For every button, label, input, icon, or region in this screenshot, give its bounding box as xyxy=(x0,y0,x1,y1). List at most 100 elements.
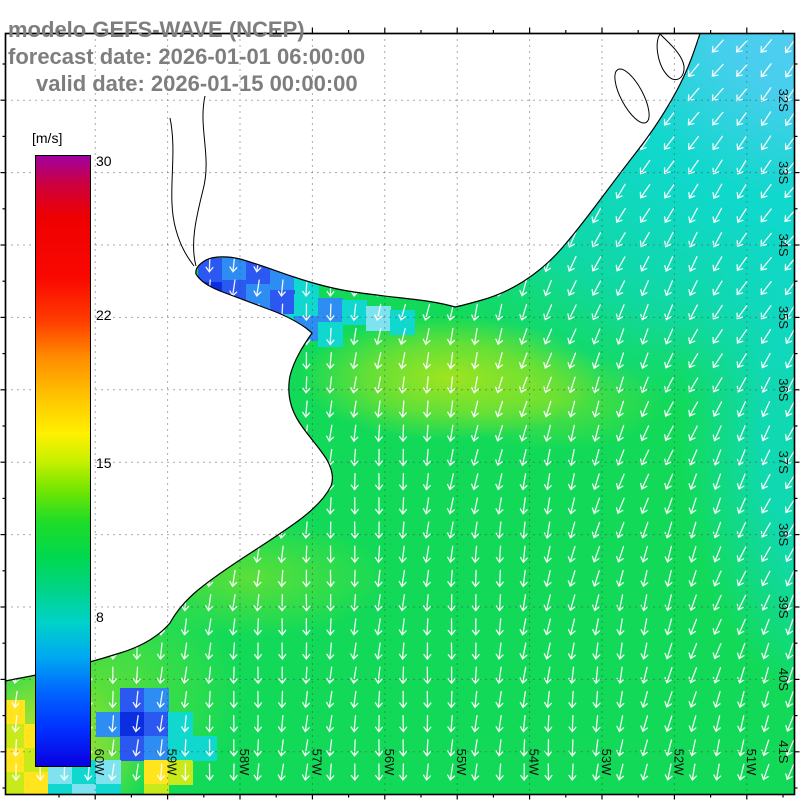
wind-arrow-icon xyxy=(760,449,771,466)
wind-arrow-icon xyxy=(737,715,746,733)
wind-arrow-icon xyxy=(640,691,649,709)
wind-arrow-icon xyxy=(761,691,770,709)
wind-arrow-icon xyxy=(495,666,504,685)
wind-arrow-icon xyxy=(591,521,601,539)
wind-arrow-icon xyxy=(785,352,795,369)
wind-arrow-icon xyxy=(784,522,795,538)
wind-arrow-icon xyxy=(423,424,432,443)
wind-arrow-icon xyxy=(736,111,748,126)
wind-arrow-icon xyxy=(712,594,722,611)
wind-arrow-icon xyxy=(736,642,746,660)
wind-arrow-icon xyxy=(471,303,480,322)
wind-arrow-icon xyxy=(519,352,528,370)
wind-arrow-icon xyxy=(399,714,408,733)
wind-arrow-icon xyxy=(447,690,456,709)
wind-arrow-icon xyxy=(712,497,722,515)
wind-arrow-icon xyxy=(592,618,601,636)
wind-arrow-icon xyxy=(543,690,553,709)
field-blob xyxy=(445,350,665,450)
wind-arrow-icon xyxy=(277,763,286,781)
wind-arrow-icon xyxy=(205,594,214,612)
wind-arrow-icon xyxy=(591,207,602,224)
wind-arrow-icon xyxy=(688,135,700,150)
wind-arrow-icon xyxy=(519,666,528,685)
wind-arrow-icon xyxy=(785,546,795,563)
land xyxy=(4,32,701,682)
wind-arrow-icon xyxy=(254,666,263,685)
wind-arrow-icon xyxy=(326,545,335,564)
wind-arrow-icon xyxy=(591,376,600,394)
lat-label: 39S xyxy=(776,595,791,618)
wind-arrow-icon xyxy=(374,424,383,443)
wind-arrow-icon xyxy=(156,739,165,757)
wind-arrow-icon xyxy=(519,473,528,491)
wind-arrow-icon xyxy=(471,593,480,612)
wind-arrow-icon xyxy=(447,376,456,394)
wind-arrow-icon xyxy=(688,449,698,466)
wind-arrow-icon xyxy=(543,497,552,515)
colorbar-tick-label: 22 xyxy=(96,307,112,324)
wind-arrow-icon xyxy=(495,424,504,442)
wind-arrow-icon xyxy=(471,666,480,685)
wind-arrow-icon xyxy=(423,690,432,709)
wind-arrow-icon xyxy=(712,618,722,636)
wind-arrow-icon xyxy=(567,618,576,636)
wind-arrow-icon xyxy=(736,377,747,393)
lon-label: 60W xyxy=(92,749,107,776)
wind-arrow-icon xyxy=(616,376,624,394)
wind-arrow-icon xyxy=(591,570,600,588)
wind-arrow-icon xyxy=(712,377,723,393)
wind-arrow-icon xyxy=(302,279,311,298)
wind-arrow-icon xyxy=(616,690,625,709)
wind-arrow-icon xyxy=(736,135,748,151)
wind-arrow-icon xyxy=(229,739,238,757)
wind-arrow-icon xyxy=(784,111,795,127)
wind-arrow-icon xyxy=(277,279,286,298)
wind-arrow-icon xyxy=(447,593,456,612)
wind-arrow-icon xyxy=(664,473,674,490)
lat-label: 33S xyxy=(776,161,791,184)
wind-arrow-icon xyxy=(374,327,383,346)
wind-arrow-icon xyxy=(519,497,528,515)
wind-arrow-icon xyxy=(688,353,699,369)
wind-arrow-icon xyxy=(736,280,748,296)
wind-arrow-icon xyxy=(326,327,335,346)
wind-arrow-icon xyxy=(591,328,601,345)
wind-arrow-icon xyxy=(639,401,650,418)
wind-arrow-icon xyxy=(785,594,795,612)
wind-arrow-icon xyxy=(326,400,335,418)
field-cell xyxy=(72,784,97,795)
wind-arrow-icon xyxy=(302,521,311,540)
wind-arrow-icon xyxy=(229,594,238,612)
wind-arrow-icon xyxy=(639,473,650,490)
wind-arrow-icon xyxy=(278,666,287,685)
lon-label: 52W xyxy=(671,749,686,776)
wind-arrow-icon xyxy=(615,521,625,539)
wind-arrow-icon xyxy=(664,328,674,345)
wind-arrow-icon xyxy=(664,569,673,588)
wind-arrow-icon xyxy=(229,255,238,273)
wind-arrow-icon xyxy=(495,545,504,564)
wind-arrow-icon xyxy=(108,714,117,733)
lagoon xyxy=(614,68,650,124)
wind-arrow-icon xyxy=(687,63,700,78)
wind-arrow-icon xyxy=(567,352,577,370)
wind-arrow-icon xyxy=(350,400,359,418)
wind-arrow-icon xyxy=(374,400,383,418)
wind-arrow-icon xyxy=(495,521,504,540)
wind-arrow-icon xyxy=(567,570,576,588)
wind-arrow-icon xyxy=(326,521,335,540)
wind-arrow-icon xyxy=(423,448,432,467)
wind-arrow-icon xyxy=(446,473,455,491)
wind-arrow-icon xyxy=(495,303,504,322)
lat-label: 36S xyxy=(776,378,791,401)
wind-arrow-icon xyxy=(688,642,698,660)
wind-arrow-icon xyxy=(615,545,625,563)
wind-arrow-icon xyxy=(712,159,723,175)
wind-arrow-icon xyxy=(785,642,794,660)
wind-arrow-icon xyxy=(253,642,263,661)
map-frame xyxy=(0,27,800,800)
wind-arrow-icon xyxy=(350,666,359,685)
wind-arrow-icon xyxy=(374,545,383,564)
